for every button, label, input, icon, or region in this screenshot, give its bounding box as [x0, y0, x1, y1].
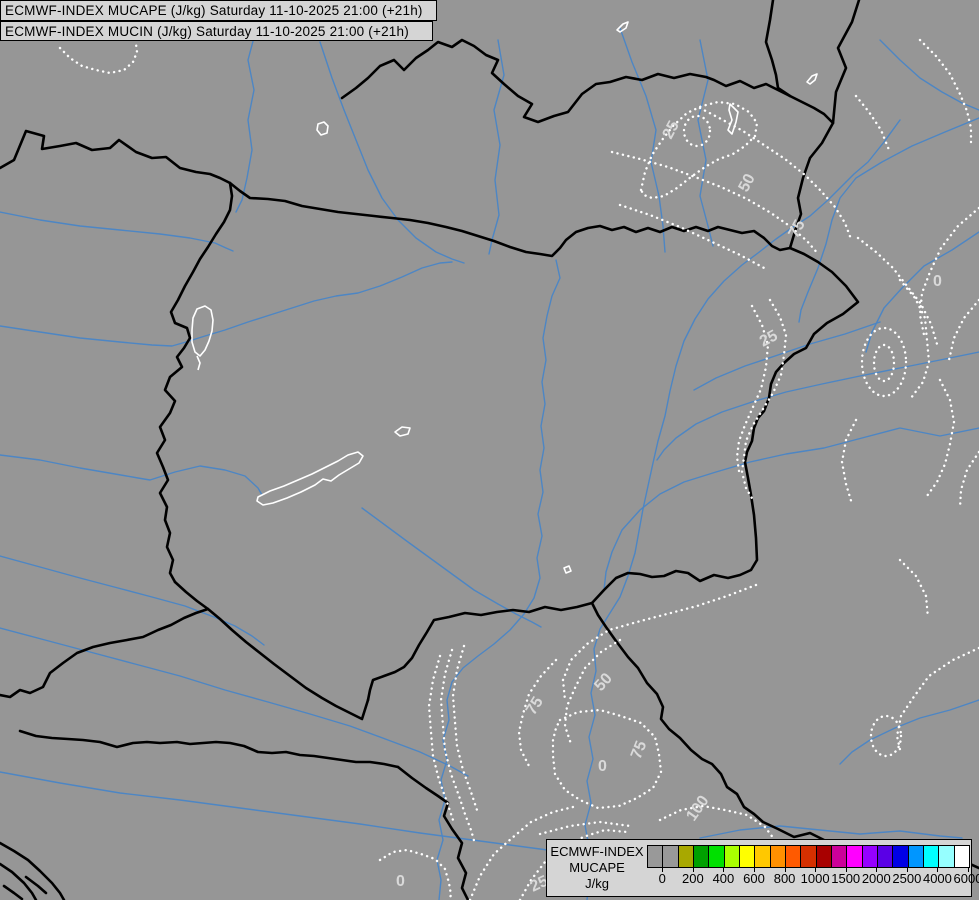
legend-color-cell [663, 846, 679, 867]
legend-color-cell [678, 846, 694, 867]
legend-title-parameter: MUCAPE [569, 860, 625, 875]
contour-label: 0 [396, 873, 405, 890]
lake-neusiedl-tail [196, 355, 201, 371]
adriatic-coast [0, 841, 66, 900]
legend-color-cell [770, 846, 786, 867]
legend-tick-mark [906, 867, 908, 872]
legend-tick-label: 2000 [861, 871, 891, 886]
legend-color-cell [739, 846, 756, 867]
legend-color-cell [755, 846, 771, 867]
legend-units: J/kg [585, 876, 609, 891]
legend-color-cell [939, 846, 955, 867]
adriatic-island [2, 884, 24, 900]
legend-color-cell [831, 846, 848, 867]
small-lake [316, 121, 329, 136]
small-lake [806, 73, 818, 85]
legend-color-cell [801, 846, 817, 867]
legend-color-cell [908, 846, 924, 867]
lake-neusiedl [191, 305, 214, 357]
legend-tick-mark [692, 867, 694, 872]
map-title-mucape: ECMWF-INDEX MUCAPE (J/kg) Saturday 11-10… [0, 0, 437, 21]
legend-tick-mark [968, 867, 969, 872]
legend-tick-mark [937, 867, 939, 872]
small-lake [563, 565, 572, 574]
legend-tick-label: 1000 [800, 871, 830, 886]
adriatic-coast [0, 862, 38, 900]
legend-color-cell [785, 846, 802, 867]
legend-color-cell [893, 846, 909, 867]
legend-tick-mark [754, 867, 755, 872]
legend-color-cell [847, 846, 863, 867]
mucin-contours [58, 38, 979, 900]
legend-tick-mark [784, 867, 786, 872]
contour-label: 75 [628, 739, 650, 762]
contour-label: 25 [528, 873, 551, 896]
legend-color-cell [709, 846, 725, 867]
small-lake [727, 103, 739, 135]
legend-color-cell [923, 846, 940, 867]
legend-tick-mark [723, 867, 725, 872]
legend-color-cell [648, 846, 664, 867]
legend-titles: ECMWF-INDEX MUCAPE J/kg [547, 844, 647, 892]
map-title-mucin: ECMWF-INDEX MUCIN (J/kg) Saturday 11-10-… [0, 21, 433, 41]
contour-label: 75 [523, 694, 547, 718]
legend-tick-label: 600 [743, 871, 765, 886]
legend-tick-label: 200 [681, 871, 704, 886]
legend-color-cell [816, 846, 832, 867]
legend-color-cell [693, 846, 710, 867]
legend-color-cell [862, 846, 878, 867]
lakes [191, 21, 818, 574]
small-lake [616, 21, 629, 33]
legend-tick-mark [815, 867, 817, 872]
legend-tick-label: 400 [712, 871, 735, 886]
legend-tick-label: 800 [773, 871, 796, 886]
legend-tick-label: 0 [658, 871, 666, 886]
legend-color-bar [647, 845, 970, 868]
contour-label: 50 [736, 171, 759, 195]
lake-velence [394, 426, 411, 437]
contour-label: 75 [786, 217, 809, 241]
legend-box: ECMWF-INDEX MUCAPE J/kg 0 200 400 600 800 100… [546, 839, 979, 897]
legend-tick-label: 6000 [953, 871, 979, 886]
contour-label: 25 [660, 118, 683, 142]
legend-tick-mark [662, 867, 664, 872]
legend-title-model: ECMWF-INDEX [550, 844, 644, 859]
legend-tick-label: 4000 [922, 871, 952, 886]
contour-label: 0 [598, 758, 607, 775]
legend-tick-mark [876, 867, 878, 872]
legend-color-cell [954, 846, 969, 867]
contour-label: 25 [757, 327, 781, 350]
contour-label: 0 [933, 273, 942, 290]
legend-color-cell [877, 846, 894, 867]
legend-color-cell [724, 846, 740, 867]
legend-tick-label: 1500 [831, 871, 861, 886]
legend-tick-mark [845, 867, 847, 872]
lake-balaton [256, 451, 364, 506]
legend-tick-label: 2500 [892, 871, 922, 886]
adriatic-island [24, 875, 48, 895]
legend-ticks: 0 200 400 600 800 1000 1500 2000 2500 4000 6000 [647, 867, 979, 895]
